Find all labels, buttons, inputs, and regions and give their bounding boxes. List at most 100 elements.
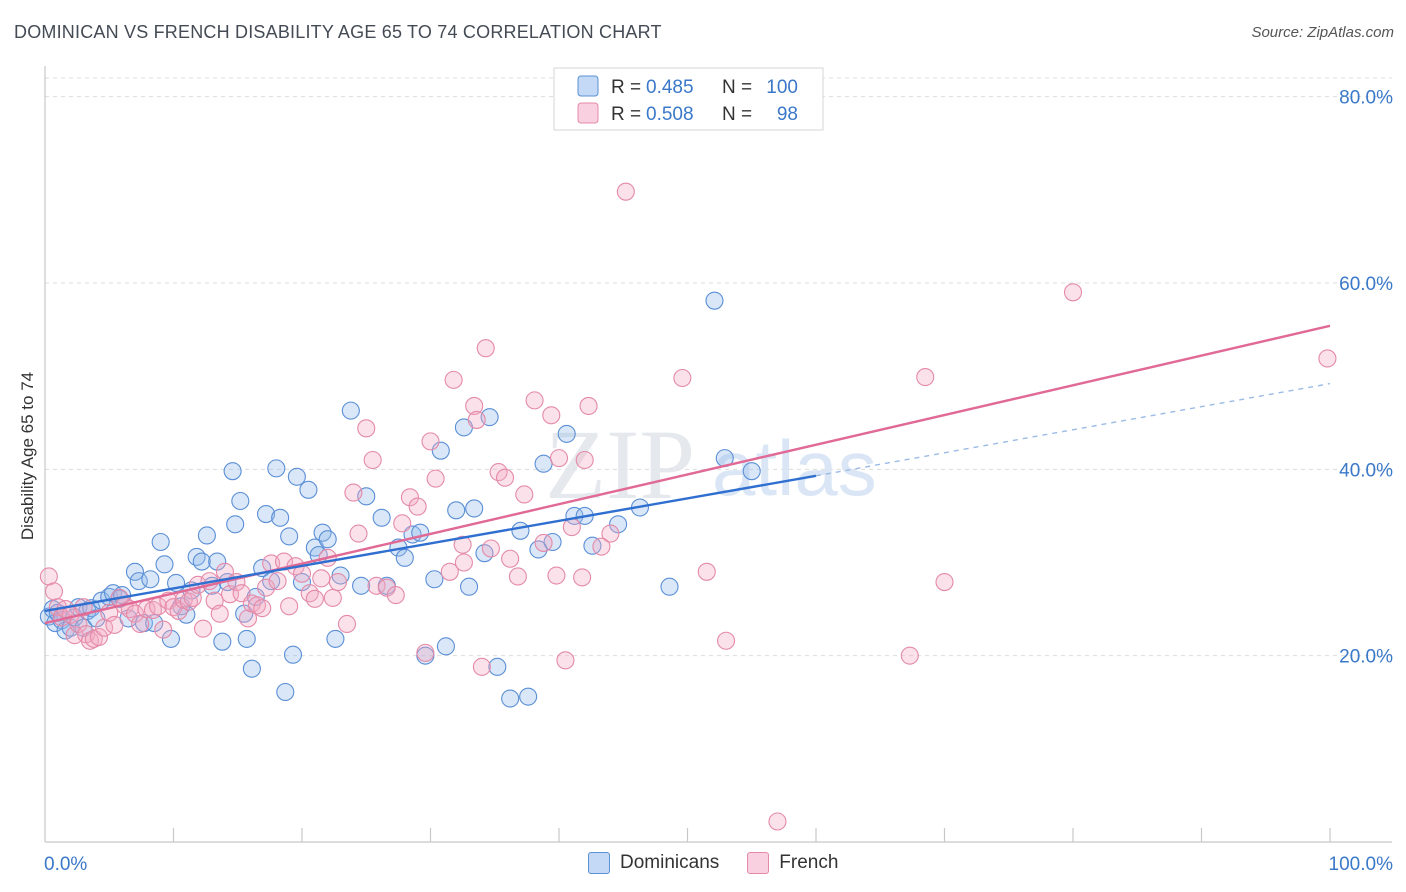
data-point-french (210, 604, 229, 623)
y-tick-labels: 20.0% 40.0% 60.0% 80.0% (1339, 88, 1393, 668)
data-point-dominicans (459, 577, 479, 596)
data-point-dominicans (519, 687, 538, 706)
x-tick-label: 100.0% (1329, 854, 1394, 875)
data-point-dominicans (395, 548, 414, 567)
data-point-french (935, 573, 954, 592)
data-point-dominicans (280, 527, 299, 546)
legend-r-value-french: 0.508 (646, 104, 694, 125)
data-point-french (601, 524, 620, 543)
legend-swatch-french-bottom (747, 852, 770, 874)
data-point-dominicans (372, 508, 391, 527)
data-point-dominicans (341, 401, 360, 420)
stats-legend: R = 0.485 N = 100 R = 0.508 N = 98 (553, 67, 824, 131)
data-point-french (328, 573, 348, 592)
data-point-dominicans (534, 454, 553, 473)
y-tick-label: 20.0% (1339, 647, 1393, 668)
data-point-dominicans (151, 532, 170, 552)
data-point-french (363, 450, 382, 470)
data-point-french (344, 483, 363, 502)
data-point-french (547, 566, 566, 585)
watermark: ZIP atlas (545, 409, 877, 520)
data-point-french (444, 370, 463, 389)
data-point-dominicans (475, 544, 494, 563)
data-point-french (312, 569, 331, 588)
data-point-dominicans (267, 459, 286, 478)
data-point-french (453, 535, 472, 554)
data-point-french (357, 419, 376, 438)
x-tick-labels: 0.0% 100.0% (44, 854, 1393, 875)
data-point-french (408, 497, 427, 516)
data-point-dominicans (465, 499, 484, 518)
data-point-french (416, 643, 435, 662)
data-point-dominicans (256, 504, 276, 524)
data-point-french (481, 539, 500, 558)
data-point-dominicans (226, 515, 245, 534)
data-point-french (400, 488, 419, 507)
data-point-french (280, 597, 299, 616)
legend-item-french: French (747, 852, 838, 874)
data-point-french (386, 586, 405, 605)
data-point-french (900, 646, 919, 665)
legend-r-value-dominicans: 0.485 (646, 77, 694, 98)
legend-r-label-dominicans: R = (611, 77, 641, 98)
data-point-french (247, 596, 267, 615)
series-legend: Dominicans French (588, 852, 838, 874)
data-point-french (238, 609, 258, 628)
data-point-french (305, 589, 324, 608)
watermark-atlas: atlas (712, 424, 877, 512)
data-point-french (323, 588, 342, 607)
legend-n-label-dominicans: N = (722, 77, 752, 98)
data-point-dominicans (223, 462, 242, 481)
legend-swatch-french (577, 102, 599, 124)
data-point-french (579, 396, 598, 416)
y-tick-label: 60.0% (1339, 274, 1393, 295)
data-point-dominicans (436, 637, 455, 656)
data-point-dominicans (237, 629, 256, 648)
x-tick-label: 0.0% (44, 854, 87, 875)
data-point-dominicans (129, 572, 148, 591)
data-point-french (575, 450, 594, 470)
data-point-dominicans (425, 570, 444, 589)
data-point-french (562, 518, 581, 537)
legend-item-dominicans: Dominicans (588, 852, 719, 874)
data-point-dominicans (557, 424, 576, 443)
data-point-dominicans (231, 491, 250, 511)
data-point-dominicans (145, 613, 164, 633)
data-point-french (697, 562, 716, 581)
data-point-french (495, 468, 515, 487)
data-point-french (44, 582, 64, 601)
data-point-french (377, 578, 396, 597)
data-point-dominicans (155, 555, 174, 574)
data-point-dominicans (318, 530, 337, 549)
chart-title: DOMINICAN VS FRENCH DISABILITY AGE 65 TO… (14, 22, 662, 42)
data-point-french (549, 449, 569, 468)
data-point-french (393, 514, 412, 533)
data-point-dominicans (488, 657, 507, 676)
axes (44, 66, 1392, 843)
data-point-french (673, 368, 692, 388)
data-point-dominicans (299, 480, 318, 499)
data-point-french (131, 614, 150, 634)
data-point-dominicans (501, 689, 520, 708)
data-point-french (337, 614, 357, 634)
gridlines (45, 77, 1392, 657)
data-point-dominicans (192, 552, 211, 571)
data-point-dominicans (742, 462, 761, 481)
data-point-french (525, 391, 544, 410)
data-point-french (300, 584, 319, 603)
data-point-french (592, 537, 611, 556)
data-point-french (542, 406, 561, 425)
data-point-dominicans (141, 570, 160, 589)
legend-swatch-dominicans-bottom (588, 852, 610, 874)
y-tick-label: 80.0% (1339, 88, 1393, 109)
data-point-dominicans (213, 632, 232, 651)
source-label: Source: ZipAtlas.com (1251, 24, 1394, 41)
data-point-french (454, 553, 473, 572)
data-point-dominicans (352, 576, 371, 595)
legend-swatch-dominicans (577, 75, 599, 97)
data-point-french (89, 627, 109, 647)
data-point-dominicans (447, 501, 466, 520)
data-point-dominicans (283, 645, 303, 664)
data-point-french (256, 578, 276, 597)
